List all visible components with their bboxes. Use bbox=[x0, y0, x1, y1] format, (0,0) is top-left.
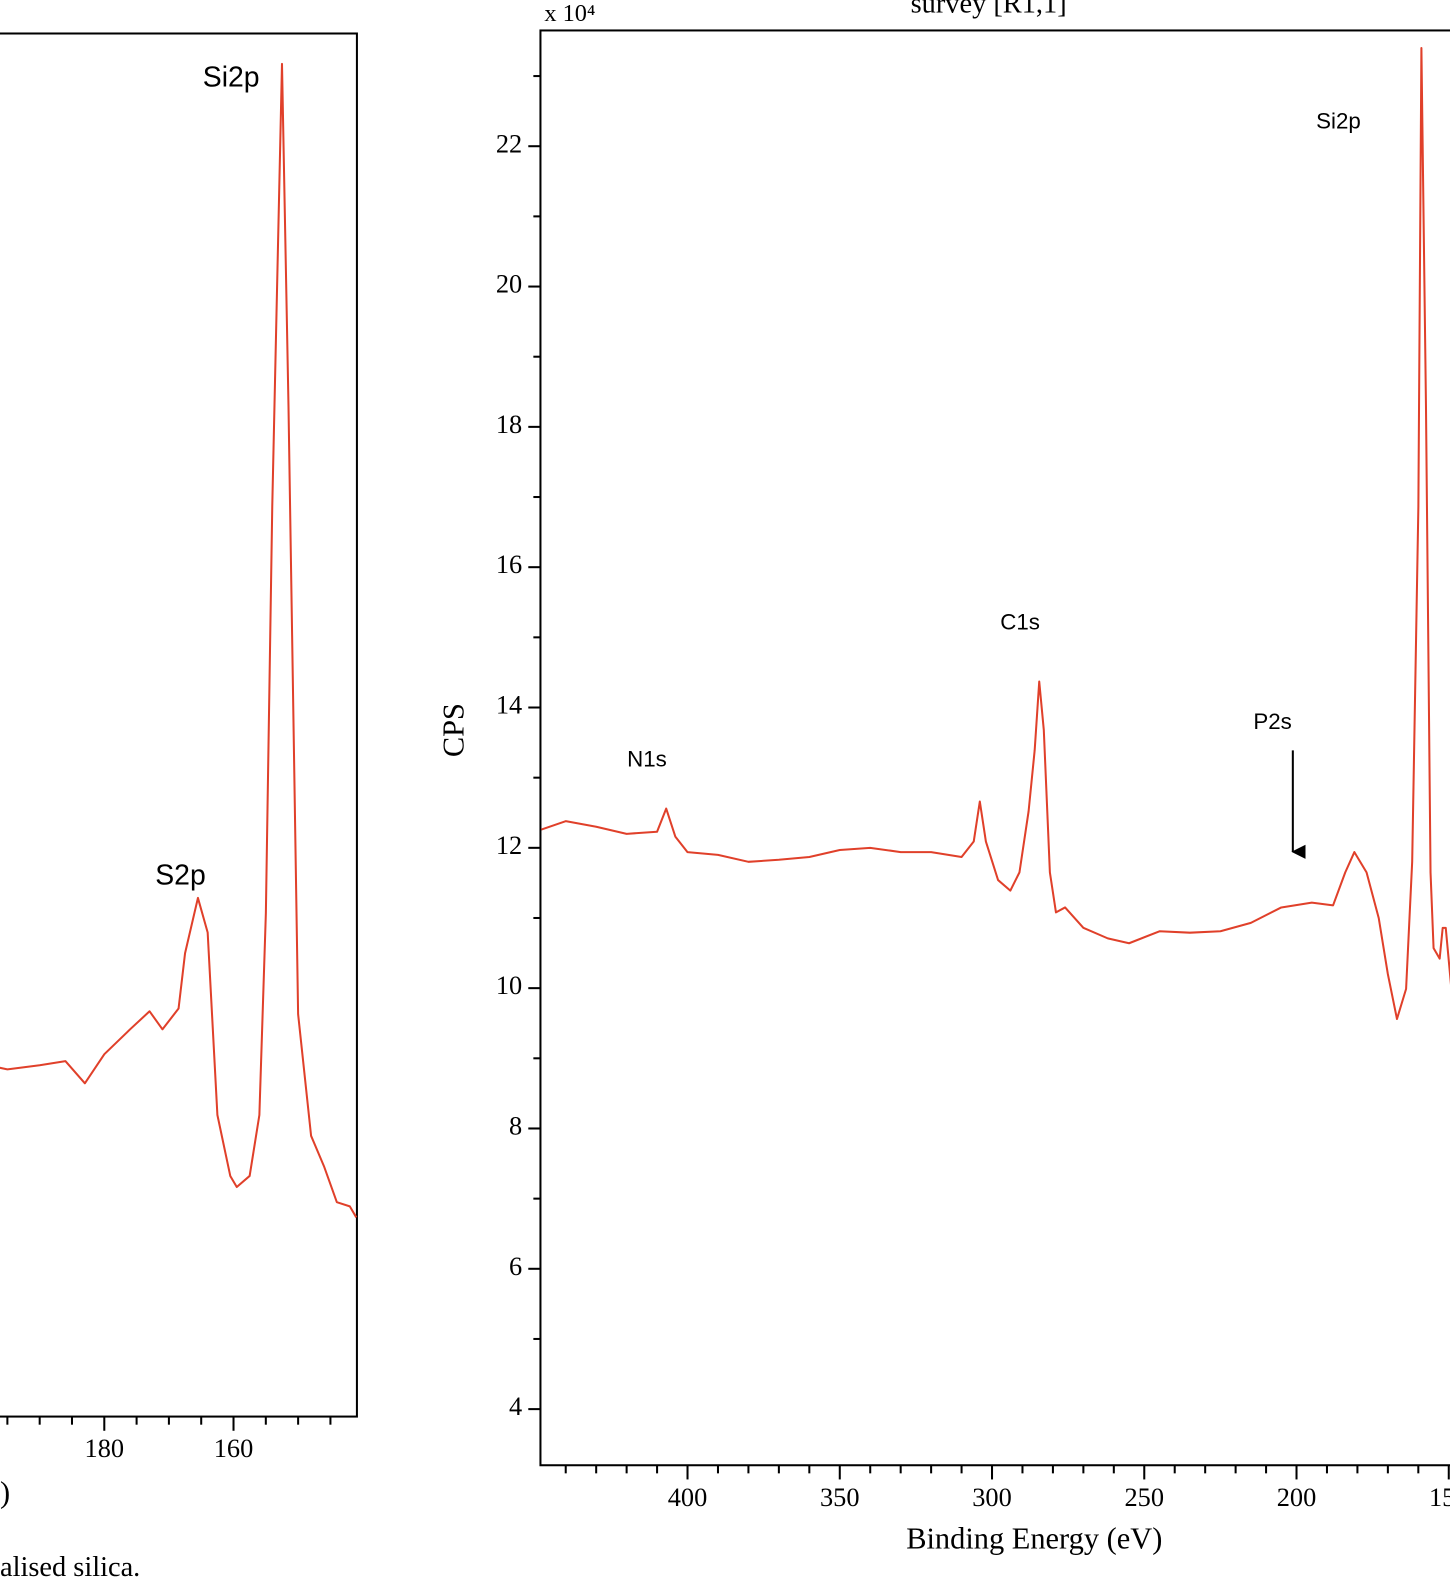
y-tick-label: 14 bbox=[496, 691, 522, 720]
x-tick-label: 250 bbox=[1124, 1483, 1164, 1512]
peak-label: N1s bbox=[627, 746, 667, 771]
plot-frame bbox=[0, 32, 358, 1418]
y-tick-label: 4 bbox=[509, 1392, 522, 1421]
y-tick-label: 10 bbox=[496, 971, 522, 1000]
x-axis-label: ) bbox=[0, 1476, 10, 1510]
x-tick-label: 150 bbox=[1429, 1483, 1450, 1512]
peak-label: P2s bbox=[1253, 709, 1291, 734]
x-tick-label: 160 bbox=[214, 1434, 254, 1463]
y-tick-label: 8 bbox=[509, 1112, 522, 1141]
y-scale-label: x 10⁴ bbox=[544, 0, 595, 27]
plot-frame bbox=[539, 29, 1450, 1467]
x-tick-label: 400 bbox=[668, 1483, 708, 1512]
peak-label: S2p bbox=[155, 860, 206, 892]
data-line bbox=[541, 46, 1450, 1021]
x-tick-label: 350 bbox=[820, 1483, 860, 1512]
y-tick-label: 6 bbox=[509, 1252, 522, 1281]
peak-label: Si2p bbox=[203, 62, 260, 94]
y-tick-label: 16 bbox=[496, 550, 522, 579]
y-tick-label: 22 bbox=[496, 129, 522, 158]
x-tick-label: 180 bbox=[85, 1434, 125, 1463]
peak-label: C1s bbox=[1000, 610, 1040, 635]
caption: alised silica. bbox=[0, 1552, 140, 1583]
y-tick-label: 18 bbox=[496, 410, 522, 439]
x-axis-label: Binding Energy (eV) bbox=[906, 1521, 1162, 1555]
x-tick-label: 200 bbox=[1277, 1483, 1317, 1512]
y-tick-label: 12 bbox=[496, 831, 522, 860]
data-line bbox=[0, 62, 358, 1218]
peak-label: Si2p bbox=[1316, 109, 1361, 134]
x-tick-label: 300 bbox=[972, 1483, 1012, 1512]
y-tick-label: 20 bbox=[496, 270, 522, 299]
chart-title: survey [R1,1] bbox=[911, 0, 1067, 20]
y-axis-label: CPS bbox=[436, 703, 470, 757]
